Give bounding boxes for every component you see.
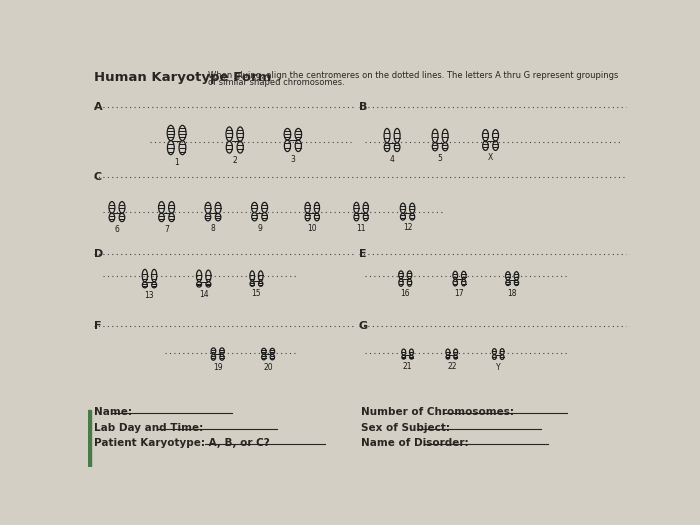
Text: Sex of Subject:: Sex of Subject: (361, 423, 450, 433)
Text: 20: 20 (263, 363, 273, 372)
Text: 15: 15 (251, 289, 261, 298)
Text: 16: 16 (400, 289, 410, 298)
Text: of similar shaped chromosomes.: of similar shaped chromosomes. (208, 78, 344, 87)
Text: 9: 9 (257, 224, 262, 233)
Text: 13: 13 (145, 291, 154, 300)
Text: Name of Disorder:: Name of Disorder: (361, 438, 469, 448)
Text: Y: Y (496, 363, 500, 372)
Text: E: E (358, 249, 366, 259)
Text: 8: 8 (211, 224, 216, 233)
Text: 4: 4 (390, 155, 395, 164)
Text: Human Karyotype Form: Human Karyotype Form (94, 71, 271, 83)
Text: Name:: Name: (94, 407, 132, 417)
Text: Number of Chromosomes:: Number of Chromosomes: (361, 407, 514, 417)
Text: Lab Day and Time:: Lab Day and Time: (94, 423, 203, 433)
Text: 11: 11 (356, 224, 366, 233)
Text: 17: 17 (455, 289, 464, 298)
Text: B: B (358, 102, 367, 112)
Text: 12: 12 (402, 223, 412, 232)
Text: 14: 14 (199, 290, 209, 299)
Text: 5: 5 (438, 154, 442, 163)
Text: When gluing, align the centromeres on the dotted lines. The letters A thru G rep: When gluing, align the centromeres on th… (208, 71, 618, 80)
Text: 3: 3 (290, 155, 295, 164)
Text: X: X (488, 153, 493, 162)
Text: 2: 2 (232, 156, 237, 165)
Text: 7: 7 (164, 225, 169, 234)
Text: 21: 21 (402, 362, 412, 371)
Text: Patient Karyotype: A, B, or C?: Patient Karyotype: A, B, or C? (94, 438, 270, 448)
Text: G: G (358, 321, 368, 331)
Bar (88, 410, 92, 467)
Text: 6: 6 (115, 225, 120, 234)
Text: 10: 10 (307, 224, 317, 233)
Text: 19: 19 (213, 363, 223, 372)
Text: A: A (94, 102, 102, 112)
Text: 22: 22 (447, 362, 456, 371)
Text: F: F (94, 321, 102, 331)
Text: C: C (94, 172, 102, 182)
Text: 18: 18 (508, 289, 517, 298)
Text: 1: 1 (174, 158, 179, 167)
Text: D: D (94, 249, 103, 259)
